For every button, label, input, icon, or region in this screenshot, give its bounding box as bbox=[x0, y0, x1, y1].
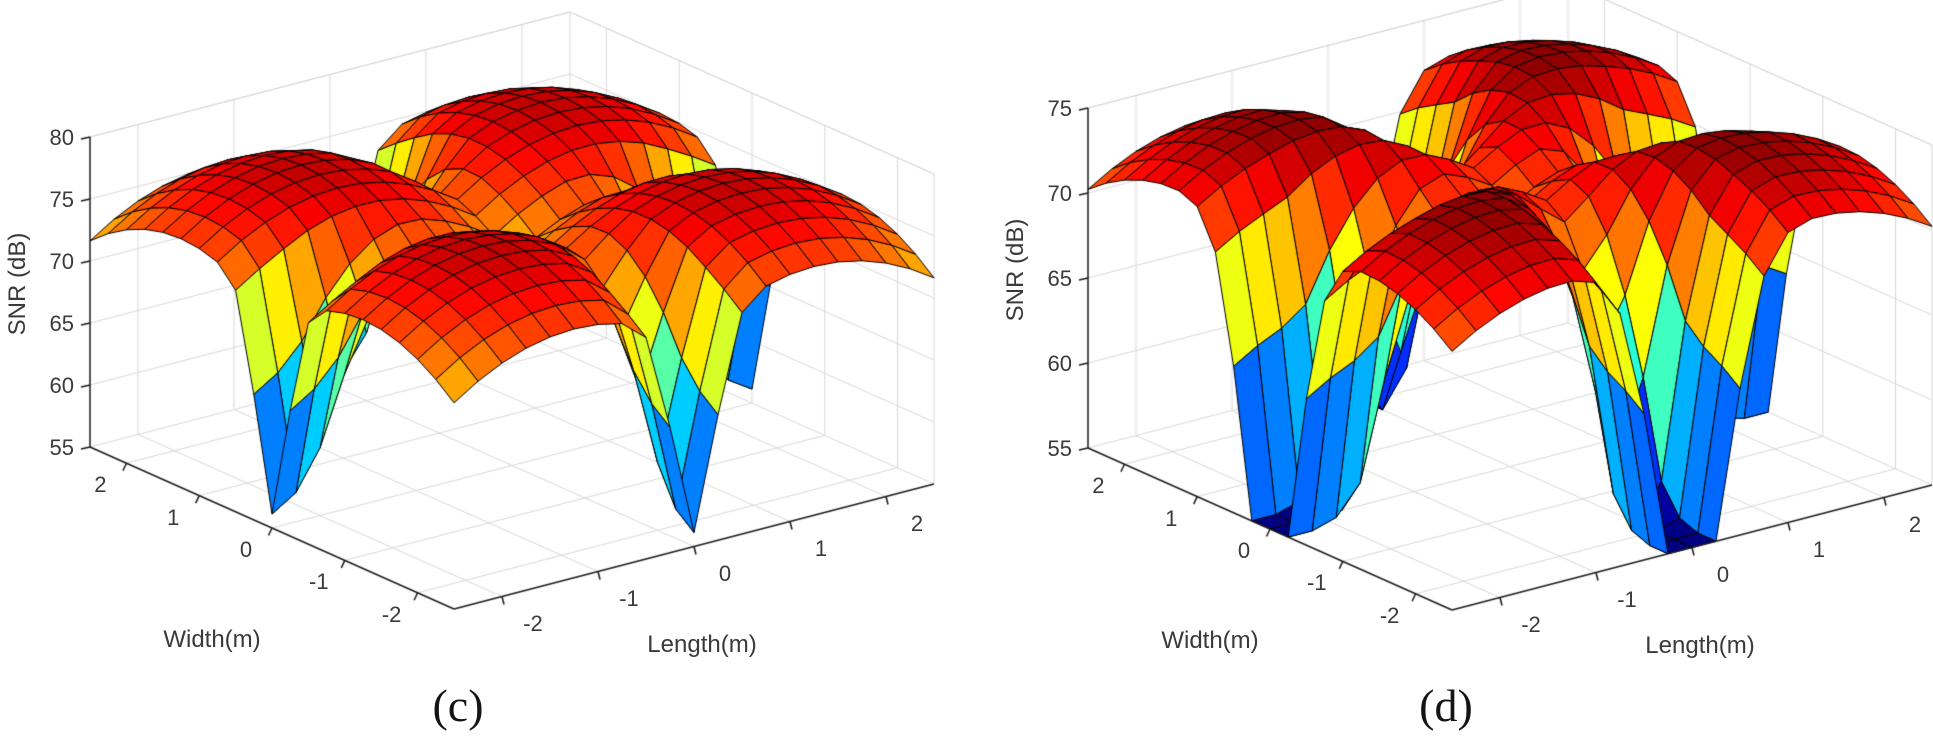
subfigure-caption-c: (c) bbox=[432, 680, 484, 731]
subfigure-caption-d: (d) bbox=[1419, 680, 1473, 731]
